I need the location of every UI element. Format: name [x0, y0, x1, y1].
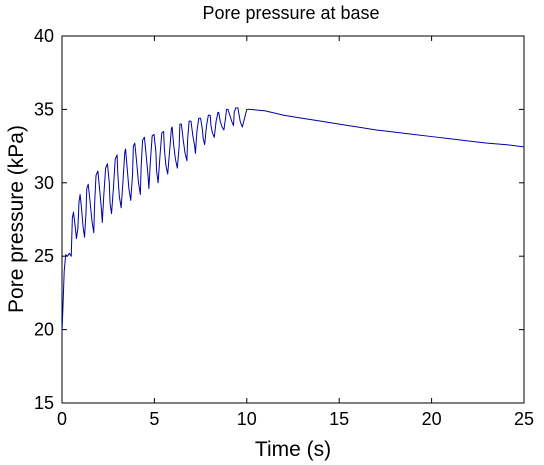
x-tick-label: 0 — [57, 409, 67, 429]
y-axis-label: Pore pressure (kPa) — [5, 125, 28, 313]
y-tick-label: 35 — [34, 99, 54, 119]
x-tick-label: 10 — [237, 409, 257, 429]
data-series — [61, 107, 525, 333]
x-axis-ticks: 0 5 10 15 20 25 — [57, 36, 534, 429]
y-tick-label: 30 — [34, 173, 54, 193]
x-axis-label: Time (s) — [255, 438, 331, 461]
chart-title: Pore pressure at base — [202, 3, 379, 23]
x-tick-label: 5 — [149, 409, 159, 429]
y-tick-label: 20 — [34, 320, 54, 340]
series-line — [61, 107, 525, 333]
x-tick-label: 15 — [329, 409, 349, 429]
y-axis-ticks: 15 20 25 30 35 40 — [34, 26, 524, 413]
y-tick-label: 40 — [34, 26, 54, 46]
x-tick-label: 25 — [514, 409, 534, 429]
y-tick-label: 25 — [34, 246, 54, 266]
plot-area-frame — [61, 35, 525, 404]
y-tick-label: 15 — [34, 393, 54, 413]
x-tick-label: 20 — [422, 409, 442, 429]
